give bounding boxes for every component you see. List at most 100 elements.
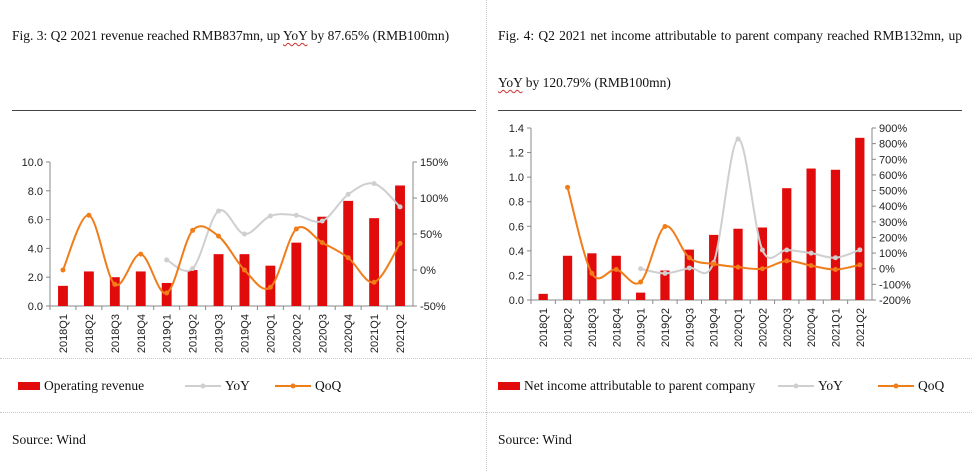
x-tick-label: 2020Q4 <box>343 314 355 353</box>
x-tick-label: 2018Q1 <box>538 308 550 347</box>
x-tick-label: 2018Q2 <box>563 308 575 347</box>
qoq-point-2021Q1 <box>832 267 838 273</box>
source-rule <box>0 412 486 413</box>
yoy-point-2021Q1 <box>832 255 838 261</box>
left-tick-label: 8.0 <box>28 186 43 198</box>
x-tick-label: 2020Q4 <box>806 308 818 347</box>
x-tick-label: 2018Q1 <box>58 314 70 353</box>
caption-text: Fig. 4: Q2 2021 net income attributable … <box>498 28 962 43</box>
x-tick-label: 2020Q1 <box>265 314 277 353</box>
bar-2019Q3 <box>684 249 694 300</box>
left-tick-label: 1.0 <box>509 172 524 184</box>
qoq-point-2018Q2 <box>565 184 571 190</box>
yoy-point-2019Q2 <box>190 266 196 272</box>
legend-qoq-label: QoQ <box>315 378 342 393</box>
left-tick-label: 1.4 <box>509 123 524 135</box>
legend-bar-label: Operating revenue <box>44 378 145 393</box>
qoq-point-2020Q4 <box>808 263 814 269</box>
caption-text-end: by 120.79% (RMB100mn) <box>522 75 671 90</box>
left-tick-label: 0.4 <box>509 246 524 258</box>
legend-rule <box>0 358 486 359</box>
legend-item-qoq: QoQ <box>878 376 944 396</box>
yoy-point-2019Q1 <box>638 266 644 272</box>
yoy-point-2020Q3 <box>319 218 325 224</box>
qoq-point-2018Q2 <box>86 212 92 218</box>
bar-2018Q4 <box>135 271 146 306</box>
yoy-point-2019Q3 <box>686 265 692 271</box>
x-tick-label: 2021Q2 <box>855 308 867 347</box>
figure-4-source: Source: Wind <box>498 432 572 447</box>
right-tick-label: 200% <box>879 232 907 244</box>
x-tick-label: 2020Q3 <box>317 314 329 353</box>
qoq-point-2019Q3 <box>686 255 692 261</box>
yoy-point-2019Q2 <box>662 270 668 276</box>
x-tick-label: 2018Q4 <box>136 314 148 353</box>
qoq-point-2020Q3 <box>319 240 325 246</box>
right-tick-label: -100% <box>879 279 911 291</box>
left-tick-label: 10.0 <box>22 157 43 169</box>
bar-2018Q2 <box>83 271 94 306</box>
qoq-point-2021Q2 <box>857 262 863 268</box>
legend-item-qoq: QoQ <box>275 376 341 396</box>
right-tick-label: 600% <box>879 170 907 182</box>
legend-rule <box>486 358 972 359</box>
legend-yoy-label: YoY <box>818 378 843 393</box>
caption-text: Fig. 3: Q2 2021 revenue reached RMB837mn… <box>12 28 283 43</box>
left-tick-label: 0.8 <box>509 197 524 209</box>
x-tick-label: 2018Q4 <box>611 308 623 347</box>
caption-yoy: YoY <box>498 75 523 90</box>
bar-2021Q1 <box>369 218 380 306</box>
qoq-point-2020Q3 <box>784 258 790 264</box>
bar-2018Q4 <box>611 255 621 300</box>
bar-2020Q2 <box>291 242 302 306</box>
bar-2020Q1 <box>733 228 743 300</box>
x-tick-label: 2021Q1 <box>830 308 842 347</box>
right-tick-label: 900% <box>879 123 907 135</box>
figure-3-legend: Operating revenue YoY QoQ <box>0 374 486 398</box>
bar-2018Q1 <box>538 293 548 300</box>
bar-2020Q3 <box>317 216 328 306</box>
bar-2019Q3 <box>213 254 224 306</box>
bar-2018Q2 <box>562 255 573 300</box>
qoq-point-2019Q2 <box>662 224 668 230</box>
x-tick-label: 2019Q2 <box>660 308 672 347</box>
bar-2020Q2 <box>757 227 768 300</box>
right-tick-label: 400% <box>879 201 907 213</box>
qoq-point-2020Q4 <box>345 255 351 261</box>
yoy-point-2020Q2 <box>759 247 765 253</box>
right-tick-label: 0% <box>420 265 436 277</box>
qoq-point-2020Q2 <box>759 266 765 272</box>
yoy-point-2019Q4 <box>241 231 247 237</box>
x-tick-label: 2019Q1 <box>162 314 174 353</box>
right-tick-label: -50% <box>420 301 446 313</box>
bar-2019Q4 <box>709 234 719 300</box>
caption-yoy: YoY <box>282 28 308 43</box>
qoq-point-2018Q1 <box>60 267 66 273</box>
x-tick-label: 2019Q2 <box>188 314 200 353</box>
qoq-point-2020Q1 <box>267 284 273 290</box>
qoq-point-2021Q1 <box>371 279 377 285</box>
x-tick-label: 2018Q3 <box>587 308 599 347</box>
x-tick-label: 2019Q4 <box>709 308 721 347</box>
x-tick-label: 2020Q3 <box>782 308 794 347</box>
x-tick-label: 2021Q1 <box>369 314 381 353</box>
right-tick-label: 100% <box>420 193 448 205</box>
bar-2019Q4 <box>239 254 250 306</box>
x-tick-label: 2019Q3 <box>684 308 696 347</box>
qoq-point-2019Q3 <box>216 233 222 239</box>
yoy-point-2021Q1 <box>371 181 377 187</box>
bar-2020Q4 <box>806 168 816 300</box>
caption-rule <box>498 110 962 111</box>
legend-qoq-swatch <box>878 383 914 389</box>
legend-bar-swatch <box>498 382 520 390</box>
qoq-point-2018Q4 <box>613 267 619 273</box>
yoy-point-2020Q3 <box>784 247 790 253</box>
x-tick-label: 2020Q1 <box>733 308 745 347</box>
bar-2020Q3 <box>782 188 792 300</box>
qoq-point-2019Q4 <box>711 261 717 267</box>
figure-3-source: Source: Wind <box>12 432 86 447</box>
right-tick-label: 50% <box>420 229 442 241</box>
x-tick-label: 2021Q2 <box>395 314 407 353</box>
x-tick-label: 2018Q2 <box>84 314 96 353</box>
left-tick-label: 0.0 <box>28 301 43 313</box>
